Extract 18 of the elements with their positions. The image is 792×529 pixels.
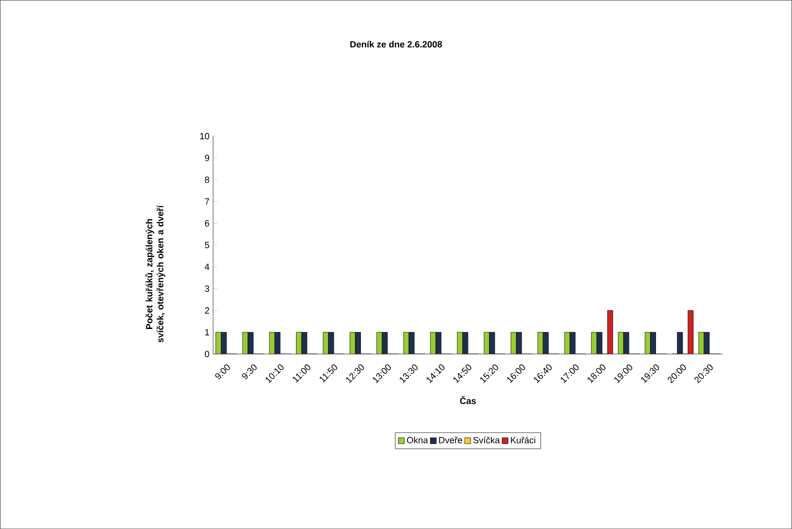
y-tick-label: 1 xyxy=(205,329,210,336)
y-tick-label: 0 xyxy=(204,350,210,358)
y-tick-label: 2 xyxy=(205,307,210,314)
y-axis-title: Počet kuřáků, zapálených svíček, otevřených oken a dveří xyxy=(145,205,166,342)
y-tick-label: 3 xyxy=(204,285,210,292)
y-tick-label: 6 xyxy=(205,220,210,226)
y-tick-label: 5 xyxy=(204,242,210,248)
y-tick-label: 7 xyxy=(205,198,210,205)
legend-label: Dveře xyxy=(439,436,462,444)
legend-label: Svíčka xyxy=(473,436,500,444)
legend-label: Okna xyxy=(407,436,428,444)
x-axis-title: Čas xyxy=(460,396,476,404)
y-tick-label: 9 xyxy=(204,154,210,162)
y-tick-label: 8 xyxy=(204,176,210,183)
legend-label: Kuřáci xyxy=(510,436,536,444)
chart-title: Deník ze dne 2.6.2008 xyxy=(350,40,442,48)
y-tick-label: 10 xyxy=(200,132,210,140)
y-tick-label: 4 xyxy=(204,264,210,270)
